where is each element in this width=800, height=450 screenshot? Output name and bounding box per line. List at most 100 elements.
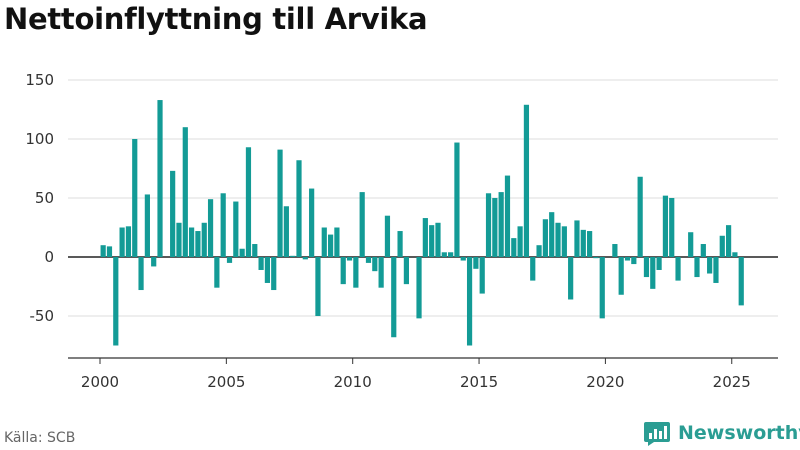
bar [309, 188, 315, 257]
x-tick-label: 2005 [207, 373, 245, 391]
bars [100, 100, 744, 346]
bar [441, 252, 447, 257]
bar [138, 257, 144, 291]
x-tick-label: 2020 [586, 373, 624, 391]
x-tick-label: 2000 [81, 373, 119, 391]
bar [271, 257, 277, 291]
x-tick-label: 2025 [713, 373, 751, 391]
bar [416, 257, 422, 319]
bar [473, 257, 479, 269]
bar [485, 193, 492, 257]
bar [245, 147, 252, 257]
bar [650, 257, 656, 289]
bar [492, 198, 498, 257]
bar [182, 127, 188, 257]
y-tick-label: 100 [25, 130, 54, 148]
y-tick-label: -50 [30, 307, 55, 325]
bar [106, 246, 113, 257]
y-tick-label: 150 [25, 71, 54, 89]
bar [587, 231, 593, 257]
bar [170, 170, 176, 257]
bar [277, 149, 283, 257]
bar [334, 227, 340, 257]
bar [618, 257, 624, 295]
y-tick-label: 0 [44, 248, 54, 266]
bar [593, 257, 599, 259]
bar [214, 257, 220, 288]
bar [580, 229, 586, 257]
bar [675, 257, 681, 281]
bar [574, 220, 580, 257]
bar [258, 257, 264, 270]
bar [372, 257, 378, 272]
bar [542, 219, 548, 257]
bar [725, 225, 732, 257]
bar [315, 257, 321, 316]
bar [738, 257, 744, 306]
bar [568, 257, 574, 300]
source-note: Källa: SCB [4, 430, 76, 446]
bar [157, 100, 163, 257]
bar [359, 192, 365, 257]
bar [599, 257, 605, 319]
bar [365, 257, 372, 263]
bar [504, 175, 511, 257]
bar [403, 257, 409, 285]
bar [283, 206, 289, 257]
bar [226, 257, 233, 263]
chart-title: Nettoinflyttning till Arvika [4, 2, 428, 36]
bar [397, 231, 403, 257]
bar [460, 257, 466, 261]
bar [511, 238, 517, 257]
bar [707, 257, 713, 274]
bar [662, 195, 669, 257]
bar [637, 176, 643, 257]
bar [321, 227, 327, 257]
bar [302, 257, 308, 260]
bar [656, 257, 662, 270]
axes: 150 100 50 0 -50 2000 2005 2010 2015 2020 2025 [25, 71, 778, 391]
bar [694, 257, 700, 278]
bar [466, 257, 473, 346]
bar [233, 201, 239, 257]
y-tick-label: 50 [35, 189, 54, 207]
bar [113, 257, 119, 346]
bar [151, 257, 157, 267]
bar [624, 257, 631, 261]
bar [340, 257, 346, 285]
bar [144, 194, 150, 257]
bar [643, 257, 650, 278]
bar [713, 257, 719, 283]
brand-name: Newsworthy [678, 422, 800, 444]
bar [612, 244, 618, 257]
bar [561, 226, 567, 257]
bar [732, 252, 738, 257]
bar [264, 257, 271, 283]
bar [384, 215, 391, 257]
bar [220, 193, 226, 257]
bar [290, 255, 296, 257]
bar [353, 257, 359, 288]
bar [176, 222, 182, 257]
bar [688, 232, 694, 257]
bar [669, 198, 675, 257]
bar [523, 104, 530, 257]
bar [549, 212, 555, 257]
bar [125, 226, 132, 257]
bar [631, 257, 637, 265]
bar [498, 192, 504, 257]
bar [189, 227, 195, 257]
bar [391, 257, 397, 338]
bar [536, 245, 542, 257]
bar [429, 225, 435, 257]
bar [448, 252, 454, 257]
bar [100, 245, 106, 257]
bar [201, 222, 207, 257]
newsworthy-logo: Newsworthy [643, 419, 800, 447]
bar [378, 257, 384, 288]
bar [346, 257, 353, 261]
bar [195, 231, 201, 257]
bar [119, 227, 125, 257]
x-tick-label: 2015 [460, 373, 498, 391]
